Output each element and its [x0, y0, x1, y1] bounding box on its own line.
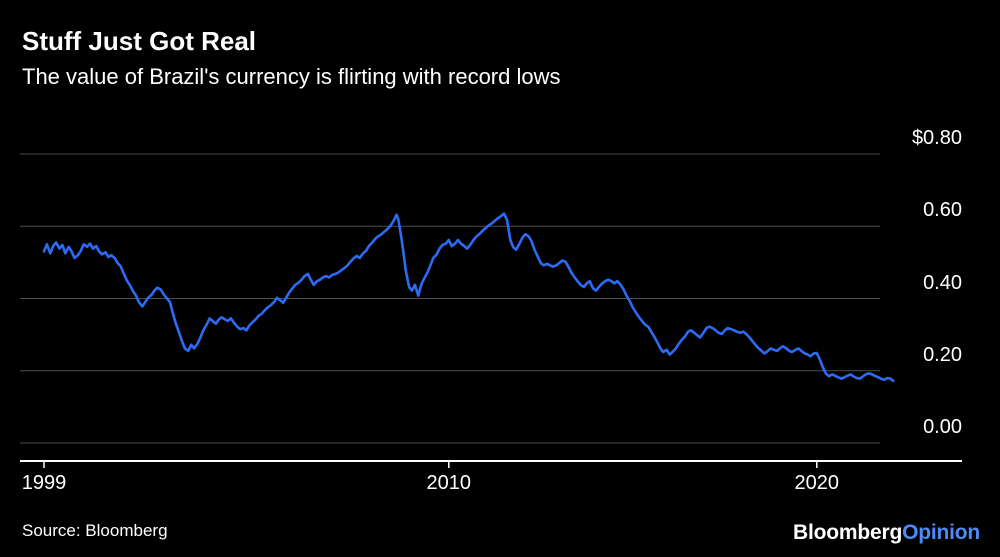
y-tick-label: $0.80	[911, 127, 962, 149]
x-tick-label: 2010	[426, 472, 472, 494]
logo-bloomberg-text: Bloomberg	[793, 521, 903, 544]
logo-opinion-text: Opinion	[902, 521, 980, 544]
y-tick-label: 0.40	[923, 271, 962, 294]
page-subtitle: The value of Brazil's currency is flirti…	[22, 64, 561, 89]
y-tick-label: 0.60	[923, 199, 962, 222]
y-tick-label: 0.20	[923, 343, 962, 366]
currency-line	[42, 212, 895, 383]
source-note: Source: Bloomberg	[22, 521, 168, 540]
x-tick-label: 2020	[794, 472, 840, 494]
page-title: Stuff Just Got Real	[22, 26, 257, 56]
y-tick-label: 0.00	[923, 416, 962, 438]
bloomberg-opinion-logo: BloombergOpinion	[793, 521, 980, 545]
x-tick-label: 1999	[21, 472, 67, 494]
